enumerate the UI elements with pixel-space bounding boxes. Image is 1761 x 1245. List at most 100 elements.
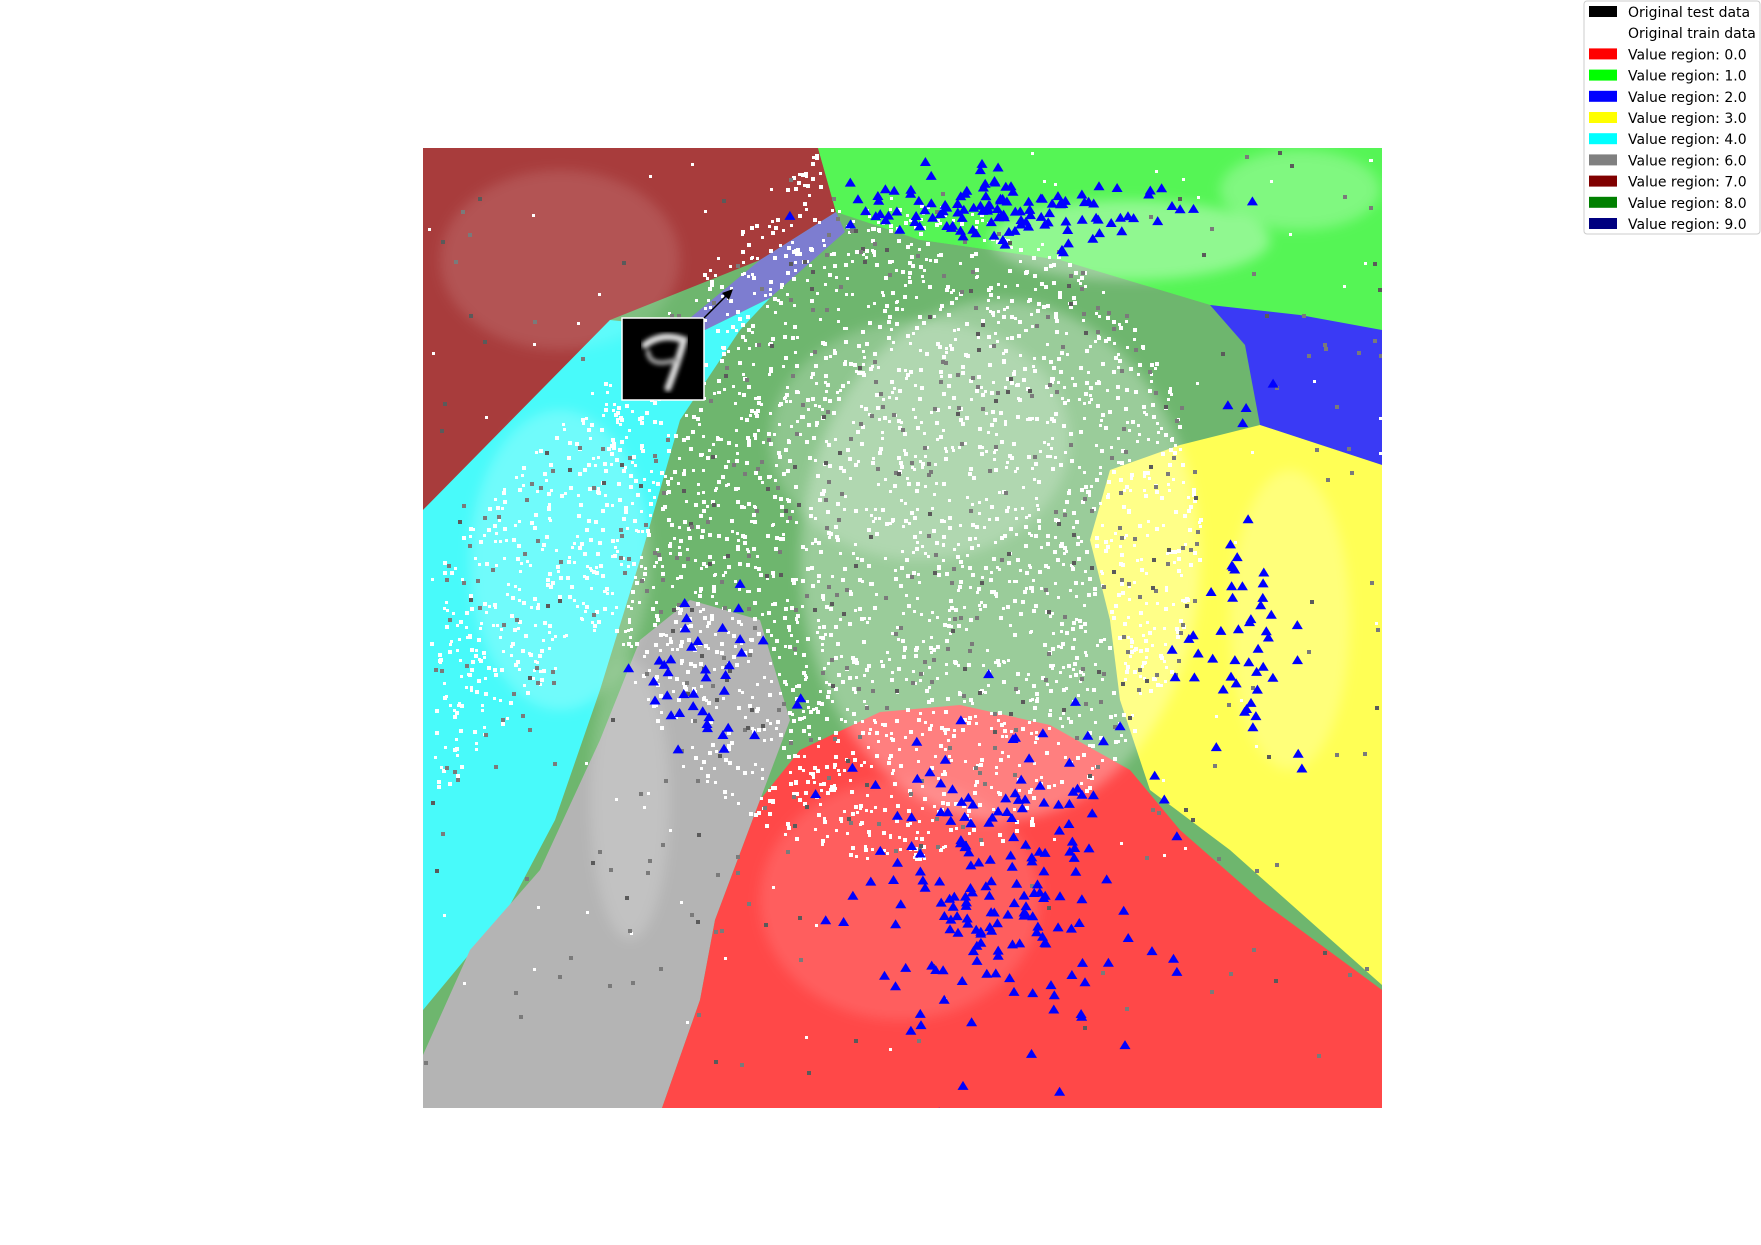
train-point (647, 698, 650, 701)
test-point (962, 694, 966, 698)
train-point (897, 239, 901, 243)
train-point (971, 523, 975, 527)
train-point (1120, 842, 1123, 845)
train-point (551, 581, 555, 585)
triangle-marker (941, 202, 953, 212)
train-point (1251, 451, 1254, 454)
triangle-marker (1231, 552, 1243, 562)
train-point (897, 368, 901, 372)
train-point (545, 535, 549, 539)
train-point (1178, 425, 1182, 429)
train-point (1073, 383, 1077, 387)
train-point (466, 636, 469, 639)
triangle-marker (1105, 218, 1117, 227)
train-point (894, 577, 898, 581)
train-point (919, 368, 923, 372)
triangle-marker (909, 217, 921, 226)
triangle-marker (665, 654, 677, 664)
train-point (1006, 605, 1010, 609)
test-point (849, 821, 853, 825)
train-point (484, 677, 487, 680)
triangle-marker (983, 669, 995, 679)
train-point (592, 570, 596, 574)
train-point (978, 427, 982, 431)
train-point (583, 552, 587, 556)
test-point (1047, 610, 1051, 614)
test-point (619, 528, 623, 532)
triangle-marker (981, 968, 993, 978)
train-point (922, 280, 925, 283)
train-point (766, 719, 769, 722)
train-point (1089, 386, 1093, 390)
train-point (792, 792, 796, 796)
triangle-marker (1044, 208, 1055, 218)
train-point (1074, 673, 1078, 677)
train-point (752, 363, 755, 366)
train-point (1169, 387, 1172, 390)
test-point (743, 472, 747, 476)
train-point (442, 769, 446, 773)
train-point (792, 719, 796, 723)
train-point (718, 391, 721, 394)
train-point (1177, 557, 1181, 561)
train-point (868, 321, 872, 325)
triangle-marker (956, 976, 968, 985)
triangle-marker (1001, 807, 1013, 816)
triangle-marker (960, 900, 972, 910)
train-point (809, 710, 813, 714)
train-point (889, 224, 893, 228)
train-point (448, 650, 452, 654)
test-point (957, 406, 961, 410)
test-point (671, 629, 675, 633)
train-point (702, 435, 705, 438)
train-point (893, 387, 896, 390)
train-point (703, 273, 707, 277)
train-point (1037, 248, 1040, 251)
train-point (568, 441, 572, 445)
train-point (1192, 493, 1196, 497)
train-point (798, 766, 802, 770)
train-point (1113, 342, 1116, 345)
train-point (648, 669, 651, 672)
test-point (1047, 906, 1051, 910)
train-point (654, 643, 658, 647)
train-point (1014, 470, 1017, 473)
test-point (1145, 679, 1149, 683)
train-point (947, 384, 951, 388)
train-point (928, 285, 932, 289)
train-point (825, 440, 828, 443)
test-point (1347, 447, 1351, 451)
test-point (811, 270, 815, 274)
train-point (717, 379, 721, 383)
train-point (711, 595, 714, 598)
train-point (704, 319, 707, 322)
train-point (917, 718, 921, 722)
train-point (453, 709, 456, 712)
test-point (1166, 562, 1170, 566)
test-point (501, 718, 505, 722)
train-point (653, 420, 657, 424)
train-point (1062, 712, 1065, 715)
train-point (750, 226, 754, 230)
train-point (958, 585, 962, 589)
train-point (706, 774, 710, 778)
train-point (1069, 432, 1073, 436)
test-point (1101, 971, 1105, 975)
train-point (660, 711, 663, 714)
train-point (1137, 373, 1140, 376)
train-point (822, 598, 825, 601)
train-point (713, 574, 716, 577)
train-point (669, 552, 672, 555)
train-point (786, 469, 790, 473)
test-point (469, 598, 473, 602)
train-point (847, 253, 850, 256)
train-point (935, 482, 938, 485)
triangle-marker (962, 792, 974, 802)
train-point (679, 608, 683, 612)
train-point (1065, 550, 1068, 553)
test-point (797, 503, 801, 507)
train-point (475, 742, 478, 745)
test-point (686, 557, 690, 561)
test-point (974, 306, 978, 310)
train-point (699, 590, 702, 593)
